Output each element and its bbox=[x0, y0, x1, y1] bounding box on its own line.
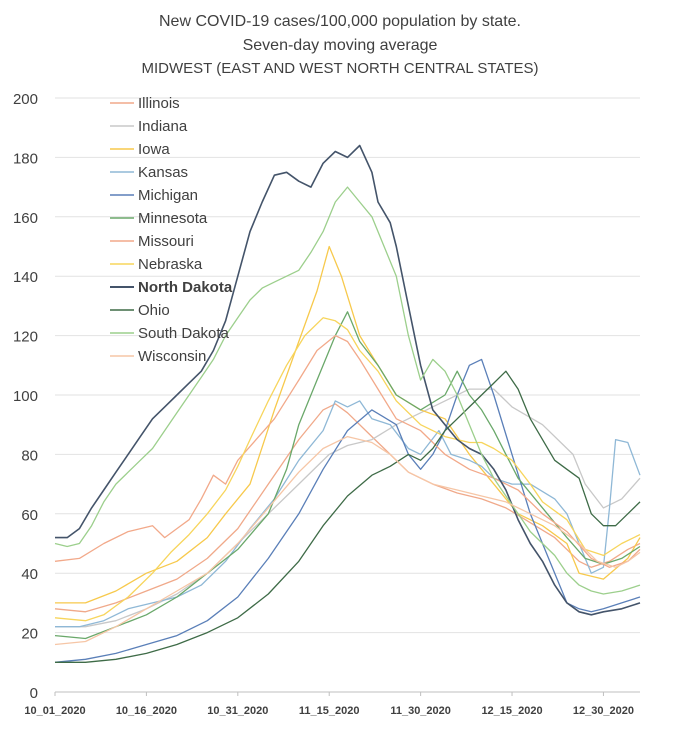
y-tick-label: 40 bbox=[21, 566, 38, 583]
series-line-indiana bbox=[55, 388, 641, 628]
legend-item: Wisconsin bbox=[110, 348, 206, 365]
legend-item: Michigan bbox=[110, 187, 198, 204]
legend-item: South Dakota bbox=[110, 325, 230, 342]
y-tick-label: 100 bbox=[13, 388, 38, 405]
legend-item: Minnesota bbox=[110, 210, 208, 227]
series-line-north-dakota bbox=[55, 144, 641, 616]
legend-item: Kansas bbox=[110, 164, 188, 181]
series-line-iowa bbox=[55, 245, 641, 604]
legend-label: Nebraska bbox=[138, 256, 203, 273]
x-tick-label: 11_15_2020 bbox=[299, 705, 360, 717]
series-line-illinois bbox=[54, 403, 641, 613]
series-line-nebraska bbox=[54, 317, 641, 622]
x-tick-label: 10_01_2020 bbox=[24, 705, 85, 717]
chart-subtitle: Seven-day moving average bbox=[243, 37, 438, 54]
legend-item: Ohio bbox=[110, 302, 170, 319]
y-tick-label: 180 bbox=[13, 150, 38, 167]
series-line-missouri bbox=[54, 334, 641, 568]
legend-item: Nebraska bbox=[110, 256, 203, 273]
legend-label: Ohio bbox=[138, 302, 170, 319]
series-line-wisconsin bbox=[54, 435, 641, 646]
series-line-kansas bbox=[55, 400, 641, 628]
y-tick-label: 120 bbox=[13, 329, 38, 346]
legend-item: Iowa bbox=[110, 141, 170, 158]
chart-title: New COVID-19 cases/100,000 population by… bbox=[159, 13, 521, 30]
legend-label: Michigan bbox=[138, 187, 198, 204]
series-line-ohio bbox=[55, 370, 641, 663]
x-tick-label: 12_30_2020 bbox=[573, 705, 634, 717]
legend-label: North Dakota bbox=[138, 279, 233, 296]
legend-item: Missouri bbox=[110, 233, 194, 250]
axes: 0 20 40 60 80 100 120 140 160 180 200 10_01_2020 10_… bbox=[13, 91, 640, 717]
legend-label: South Dakota bbox=[138, 325, 230, 342]
series-line-minnesota bbox=[54, 311, 641, 640]
legend-label: Wisconsin bbox=[138, 348, 206, 365]
x-tick-label: 10_31_2020 bbox=[207, 705, 268, 717]
gridlines bbox=[55, 97, 640, 634]
legend-label: Kansas bbox=[138, 164, 188, 181]
series-lines bbox=[54, 144, 641, 663]
x-tick-label: 11_30_2020 bbox=[390, 705, 451, 717]
y-tick-label: 140 bbox=[13, 269, 38, 286]
legend-item: North Dakota bbox=[110, 279, 233, 296]
legend-label: Illinois bbox=[138, 95, 180, 112]
legend-item: Illinois bbox=[110, 95, 180, 112]
legend-label: Minnesota bbox=[138, 210, 208, 227]
legend-label: Indiana bbox=[138, 118, 188, 135]
y-tick-label: 0 bbox=[30, 685, 38, 702]
x-tick-label: 12_15_2020 bbox=[481, 705, 542, 717]
y-tick-label: 20 bbox=[21, 626, 38, 643]
x-tick-label: 10_16_2020 bbox=[116, 705, 177, 717]
y-tick-label: 80 bbox=[21, 447, 38, 464]
y-tick-label: 60 bbox=[21, 507, 38, 524]
legend-item: Indiana bbox=[110, 118, 188, 135]
y-tick-label: 200 bbox=[13, 91, 38, 108]
legend: Illinois Indiana Iowa Kansas Michigan Minneso… bbox=[110, 95, 233, 365]
chart-subtitle-region: MIDWEST (EAST AND WEST NORTH CENTRAL STA… bbox=[142, 60, 539, 77]
y-tick-label: 160 bbox=[13, 210, 38, 227]
legend-label: Iowa bbox=[138, 141, 170, 158]
legend-label: Missouri bbox=[138, 233, 194, 250]
series-line-south-dakota bbox=[54, 186, 641, 595]
